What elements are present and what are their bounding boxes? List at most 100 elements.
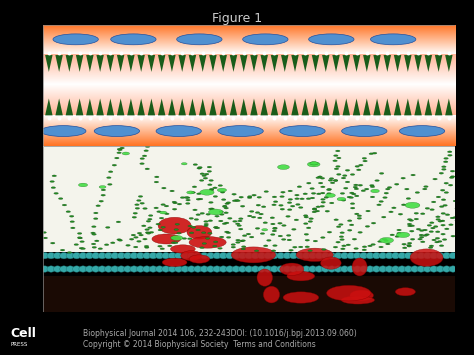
Ellipse shape (430, 266, 438, 272)
Ellipse shape (202, 175, 206, 176)
Ellipse shape (361, 190, 365, 192)
Ellipse shape (436, 266, 444, 272)
Ellipse shape (173, 202, 177, 204)
Ellipse shape (369, 153, 374, 155)
Ellipse shape (92, 233, 96, 235)
Polygon shape (394, 55, 401, 72)
Ellipse shape (187, 266, 196, 272)
Ellipse shape (447, 151, 452, 153)
Ellipse shape (26, 219, 31, 222)
Ellipse shape (283, 252, 291, 259)
Ellipse shape (283, 266, 291, 272)
Ellipse shape (69, 215, 74, 217)
Ellipse shape (85, 266, 93, 272)
Ellipse shape (143, 208, 147, 209)
Polygon shape (281, 55, 289, 72)
Ellipse shape (77, 237, 82, 239)
Ellipse shape (50, 181, 55, 182)
Ellipse shape (278, 222, 282, 224)
Ellipse shape (299, 246, 303, 248)
Ellipse shape (397, 229, 401, 231)
Ellipse shape (280, 263, 304, 275)
Ellipse shape (200, 190, 214, 195)
Ellipse shape (139, 234, 143, 236)
Ellipse shape (67, 252, 72, 253)
Ellipse shape (232, 252, 240, 259)
Ellipse shape (85, 252, 93, 259)
Ellipse shape (214, 226, 218, 228)
Ellipse shape (371, 244, 375, 245)
Ellipse shape (406, 198, 410, 200)
Ellipse shape (461, 171, 465, 173)
Ellipse shape (303, 215, 308, 217)
Polygon shape (261, 55, 268, 72)
Ellipse shape (19, 214, 24, 216)
Ellipse shape (246, 233, 251, 235)
Polygon shape (179, 55, 186, 72)
Ellipse shape (441, 199, 446, 201)
Ellipse shape (395, 236, 400, 237)
Polygon shape (312, 98, 319, 115)
Ellipse shape (371, 222, 376, 224)
Ellipse shape (219, 266, 228, 272)
Ellipse shape (58, 198, 63, 200)
Ellipse shape (404, 266, 412, 272)
Polygon shape (45, 55, 53, 72)
Ellipse shape (453, 200, 457, 202)
Ellipse shape (217, 188, 227, 192)
Ellipse shape (110, 242, 115, 244)
Ellipse shape (281, 191, 285, 193)
Ellipse shape (398, 252, 406, 259)
Ellipse shape (385, 188, 390, 190)
Ellipse shape (91, 266, 100, 272)
Ellipse shape (423, 266, 432, 272)
Ellipse shape (327, 193, 331, 195)
Ellipse shape (8, 203, 12, 206)
Ellipse shape (70, 221, 74, 223)
Ellipse shape (144, 245, 149, 247)
Polygon shape (127, 98, 135, 115)
Ellipse shape (214, 226, 218, 228)
Polygon shape (65, 98, 73, 115)
Ellipse shape (330, 182, 335, 184)
Ellipse shape (354, 248, 358, 250)
Ellipse shape (353, 252, 361, 259)
Ellipse shape (380, 237, 393, 243)
Ellipse shape (304, 233, 309, 235)
Ellipse shape (287, 202, 292, 203)
Ellipse shape (419, 236, 424, 238)
Ellipse shape (407, 219, 412, 220)
Ellipse shape (440, 220, 445, 222)
Ellipse shape (350, 207, 355, 209)
Ellipse shape (347, 220, 352, 222)
Ellipse shape (287, 239, 292, 241)
Polygon shape (199, 98, 206, 115)
Ellipse shape (334, 168, 339, 170)
Ellipse shape (107, 177, 111, 179)
Ellipse shape (441, 233, 446, 235)
Ellipse shape (210, 208, 214, 210)
Ellipse shape (414, 218, 419, 220)
Ellipse shape (177, 34, 222, 45)
Ellipse shape (347, 266, 355, 272)
Ellipse shape (54, 266, 62, 272)
Ellipse shape (117, 141, 122, 142)
Ellipse shape (177, 203, 182, 205)
Ellipse shape (93, 212, 98, 214)
Ellipse shape (280, 196, 284, 197)
Ellipse shape (145, 246, 149, 248)
Ellipse shape (286, 215, 290, 217)
Ellipse shape (439, 245, 444, 247)
Ellipse shape (91, 232, 95, 234)
Ellipse shape (297, 186, 301, 188)
Ellipse shape (295, 198, 299, 200)
Ellipse shape (210, 188, 214, 190)
Ellipse shape (277, 266, 285, 272)
Ellipse shape (310, 187, 314, 190)
Ellipse shape (356, 169, 361, 171)
Ellipse shape (310, 197, 315, 199)
Ellipse shape (117, 239, 121, 241)
Ellipse shape (455, 208, 459, 209)
Ellipse shape (410, 230, 414, 232)
Ellipse shape (320, 257, 341, 269)
